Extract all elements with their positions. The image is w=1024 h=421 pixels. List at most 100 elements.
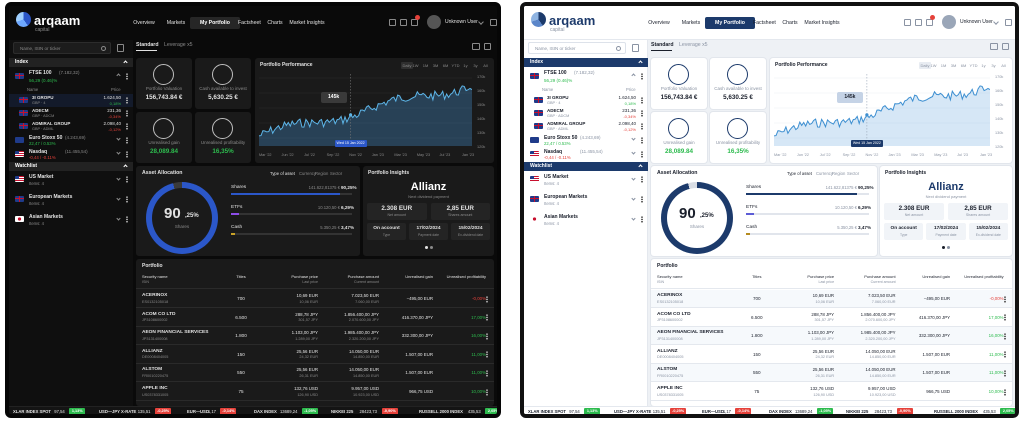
range-1w[interactable]: 1W [411,62,420,69]
nav-overview[interactable]: Overview [644,17,674,29]
performance-chart[interactable] [259,74,472,146]
watchlist-item[interactable]: US Market Items: 4 [524,172,648,190]
chevron-down-icon[interactable] [631,196,636,201]
security-name[interactable]: ALLIANZ [142,348,163,354]
chevron-up-icon[interactable] [631,73,636,78]
settings-icon[interactable] [490,19,497,26]
more-options-icon[interactable] [486,314,488,322]
constituent-row[interactable]: ADMIRAL GROUP GBP · ADML 2.098,40 -0,12% [524,120,648,133]
more-options-icon[interactable] [641,97,643,104]
watchlist-header[interactable]: Watchlist [524,162,648,171]
watchlist-header[interactable]: Watchlist [9,162,133,171]
index-item-nasdaq[interactable]: Nasdaq (11.455,54) -0,44 / -0.11% [524,148,648,162]
allocation-filter[interactable]: Currency [816,171,833,176]
table-row[interactable]: APPLE INC US0378331005 75 132,76 USD 126,90 … [651,383,1012,401]
more-options-icon[interactable] [126,151,128,158]
more-options-icon[interactable] [641,151,643,158]
user-name[interactable]: Unknown User [960,19,993,25]
range-3m[interactable]: 3M [949,62,958,69]
more-options-icon[interactable] [1004,388,1006,396]
security-name[interactable]: ALLIANZ [657,348,678,354]
constituent-row[interactable]: ADMIRAL GROUP GBP · ADML 2.098,40 -0,12% [9,120,133,133]
range-3y[interactable]: 3y [989,62,998,69]
security-name[interactable]: AEON FINANCIAL SERVICES [657,330,724,336]
chevron-down-icon[interactable] [116,216,121,221]
security-name[interactable]: ACOM CO LTD [142,311,176,317]
watchlist-item[interactable]: US Market Items: 4 [9,172,133,190]
range-1y[interactable]: 1y [979,62,988,69]
column-header[interactable]: Unrealised profitability [446,274,486,279]
doc-icon[interactable] [389,19,396,26]
column-header[interactable]: Purchase amount [347,274,379,279]
bell-icon[interactable] [411,19,418,26]
more-options-icon[interactable] [641,176,643,183]
table-row[interactable]: ACOM CO LTD JP3108600002 6.500 288,78 JPY 30… [136,309,494,327]
settings-icon[interactable] [1005,19,1012,26]
chevron-down-icon[interactable] [631,176,636,181]
range-ytd[interactable]: YTD [969,62,978,69]
nav-my-portfolio[interactable]: My Portfolio [705,17,755,29]
table-row[interactable]: ACERINOX ES0132105018 700 10,69 EUR 10,06 EU… [651,290,1012,308]
watchlist-item[interactable]: European Markets Items: 4 [524,192,648,210]
column-header[interactable]: Titles [752,274,762,279]
index-item-nasdaq[interactable]: Nasdaq (11.455,54) -0,44 / -0.11% [9,148,133,162]
chevron-up-icon[interactable] [123,164,128,169]
more-options-icon[interactable] [486,388,488,396]
range-ytd[interactable]: YTD [451,62,460,69]
briefcase-icon[interactable] [915,19,922,26]
more-options-icon[interactable] [126,73,128,80]
chevron-down-icon[interactable] [116,136,121,141]
performance-chart[interactable] [774,74,990,146]
briefcase-icon[interactable] [400,19,407,26]
layout-toggle-icon[interactable] [990,43,998,50]
chevron-down-icon[interactable] [631,216,636,221]
range-daily[interactable]: Daily [919,62,931,69]
more-options-icon[interactable] [1004,351,1006,359]
more-options-icon[interactable] [641,216,643,223]
nav-overview[interactable]: Overview [129,17,159,29]
range-6m[interactable]: 6M [441,62,450,69]
allocation-filter[interactable]: Sector [847,171,860,176]
index-item-ftse[interactable]: FTSE 100 (7.182,32) 56,29 (0.46)% [9,69,133,88]
index-item-ftse[interactable]: FTSE 100 (7.182,32) 56,29 (0.46)% [524,69,648,88]
more-options-icon[interactable] [126,97,128,104]
nav-markets[interactable]: Markets [677,17,705,29]
security-name[interactable]: APPLE INC [142,386,168,391]
range-all[interactable]: All [481,62,490,69]
chevron-down-icon[interactable] [631,150,636,155]
more-options-icon[interactable] [126,196,128,203]
range-1y[interactable]: 1y [461,62,470,69]
filter-icon[interactable] [632,44,639,52]
range-6m[interactable]: 6M [959,62,968,69]
security-name[interactable]: ACOM CO LTD [657,311,691,317]
table-row[interactable]: ALLIANZ DE0008404005 150 25,56 EUR 24,32 EUR… [136,346,494,364]
security-name[interactable]: ACERINOX [142,293,168,298]
chevron-up-icon[interactable] [638,60,643,65]
filter-icon[interactable] [117,44,124,52]
pager-dot[interactable] [942,246,945,249]
security-name[interactable]: ALSTOM [142,367,163,373]
column-header[interactable]: Purchase price [807,274,835,279]
allocation-filter[interactable]: Region [832,171,846,176]
more-options-icon[interactable] [126,137,128,144]
avatar[interactable] [427,15,441,29]
chevron-down-icon[interactable] [116,150,121,155]
security-name[interactable]: APPLE INC [657,386,683,391]
table-row[interactable]: ALSTOM FR0010220475 550 25,56 EUR 26,31 EUR 1… [136,364,494,383]
range-1m[interactable]: 1M [939,62,948,69]
chevron-down-icon[interactable] [631,136,636,141]
allocation-filter[interactable]: Region [315,171,329,176]
chevron-up-icon[interactable] [116,73,121,78]
export-icon[interactable] [484,43,491,50]
chevron-up-icon[interactable] [123,60,128,65]
allocation-filter[interactable]: Sector [330,171,343,176]
column-header[interactable]: Purchase price [291,274,318,279]
chevron-down-icon[interactable] [993,19,999,25]
column-header[interactable]: Unrealised gain [405,274,433,279]
search-input[interactable]: Name, ISIN or ticker [535,45,576,51]
user-name[interactable]: Unknown User [445,19,478,25]
avatar[interactable] [942,15,956,29]
allocation-filter[interactable]: Type of asset [270,171,295,176]
watchlist-item[interactable]: Asian Markets Items: 4 [9,212,133,230]
chevron-down-icon[interactable] [116,176,121,181]
